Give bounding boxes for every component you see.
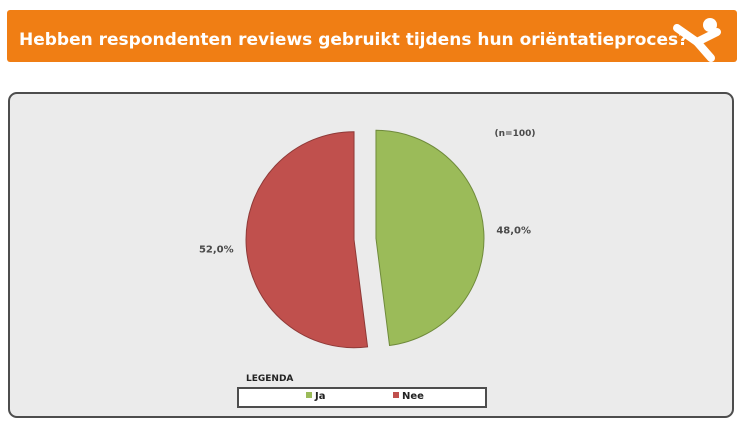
pie-slice-ja	[375, 129, 485, 347]
data-label-nee: 52,0%	[199, 244, 234, 255]
sample-size-annotation: (n=100)	[495, 129, 536, 139]
legend-title: LEGENDA	[246, 374, 294, 384]
legend: Ja Nee	[237, 387, 487, 408]
brand-logo-icon	[673, 18, 721, 62]
legend-label-nee: Nee	[402, 391, 424, 402]
pie-slice-nee	[245, 131, 369, 349]
page-title: Hebben respondenten reviews gebruikt tij…	[19, 30, 689, 50]
legend-label-ja: Ja	[315, 391, 326, 402]
header-bar: Hebben respondenten reviews gebruikt tij…	[7, 10, 737, 62]
legend-swatch-ja	[306, 392, 312, 398]
legend-item-ja: Ja	[306, 391, 325, 402]
legend-swatch-nee	[393, 392, 399, 398]
data-label-ja: 48,0%	[496, 226, 531, 237]
chart-panel: 48,0% 52,0% (n=100) LEGENDA Ja Nee	[8, 92, 734, 418]
pie-chart: 48,0% 52,0% (n=100)	[199, 129, 536, 349]
legend-item-nee: Nee	[393, 391, 424, 402]
